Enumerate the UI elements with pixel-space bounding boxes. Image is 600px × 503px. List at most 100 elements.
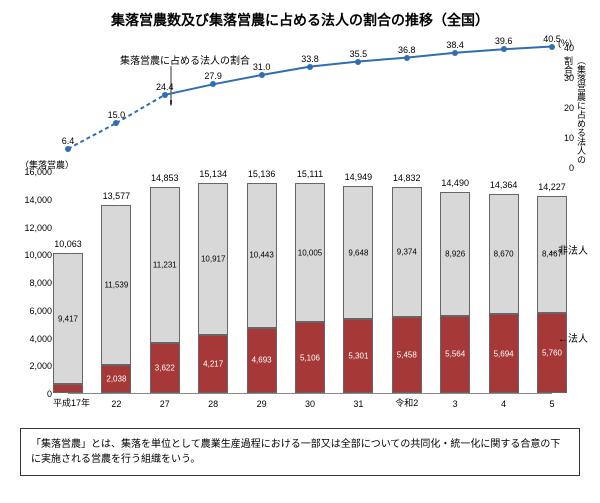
seg-hojin: 4,693 [247, 328, 277, 393]
bar-total-label: 15,136 [247, 169, 277, 179]
line-point [65, 146, 71, 152]
bar-ytick: 16,000 [20, 167, 52, 177]
seg-hojin: 5,694 [489, 314, 519, 393]
seg-hojin: 646 [53, 384, 83, 393]
line-ytick: 20 [564, 103, 574, 113]
bar-xlabel: 31 [343, 399, 373, 409]
seg-hihojin: 9,417 [53, 253, 83, 384]
seg-hojin: 5,106 [295, 322, 325, 393]
seg-hihojin-label: 10,443 [248, 251, 276, 260]
seg-hihojin: 11,231 [150, 187, 180, 343]
seg-hojin: 2,038 [101, 365, 131, 393]
annot-hihojin: ←非法人 [548, 242, 588, 257]
seg-hojin-label: 5,106 [296, 353, 324, 362]
seg-hihojin-label: 8,926 [441, 249, 469, 258]
seg-hojin-label: 5,564 [441, 350, 469, 359]
bar-ytick: 12,000 [20, 223, 52, 233]
bar-chart: （集落営農） 02,0004,0006,0008,00010,00012,000… [20, 172, 580, 412]
seg-hojin-label: 5,458 [393, 351, 421, 360]
bar-xlabel: 3 [440, 399, 470, 409]
seg-hihojin-label: 9,374 [393, 248, 421, 257]
seg-hojin: 5,760 [537, 313, 567, 393]
bar-total-label: 14,364 [489, 180, 519, 190]
bar-ytick: 2,000 [20, 361, 52, 371]
line-point-label: 36.8 [398, 45, 416, 55]
line-point [113, 120, 119, 126]
line-point [355, 59, 361, 65]
bar-total-label: 13,577 [101, 191, 131, 201]
line-ytick: 40 [564, 43, 574, 53]
line-point-label: 31.0 [253, 62, 271, 72]
chart-area: (%) （集落営農に占める法人の割合） 集落営農に占める法人の割合 010203… [20, 38, 580, 412]
line-point [210, 81, 216, 87]
seg-hihojin-label: 10,005 [296, 248, 324, 257]
line-point [259, 72, 265, 78]
bar-total-label: 14,490 [440, 178, 470, 188]
seg-hihojin-label: 11,539 [102, 280, 130, 289]
seg-hojin: 5,301 [343, 319, 373, 393]
line-ytick: 30 [564, 73, 574, 83]
seg-hojin-label: 2,038 [102, 374, 130, 383]
seg-hihojin-label: 11,231 [151, 260, 179, 269]
annot-hojin: ←法人 [558, 330, 588, 345]
bar-ytick: 6,000 [20, 306, 52, 316]
seg-hojin-label: 3,622 [151, 363, 179, 372]
line-point [307, 64, 313, 70]
bar-xlabel: 30 [295, 399, 325, 409]
bar-xlabel: 平成17年 [53, 396, 83, 409]
line-point-label: 39.6 [495, 36, 513, 46]
seg-hihojin: 10,005 [295, 183, 325, 322]
bar-xlabel: 令和2 [392, 396, 422, 409]
line-point-label: 24.4 [156, 82, 174, 92]
bar-total-label: 14,949 [343, 172, 373, 182]
bar-total-label: 14,832 [392, 173, 422, 183]
seg-hojin-label: 4,217 [199, 359, 227, 368]
chart-title: 集落営農数及び集落営農に占める法人の割合の推移（全国） [20, 10, 580, 30]
seg-hojin: 3,622 [150, 343, 180, 393]
seg-hihojin-label: 10,917 [199, 254, 227, 263]
line-point-label: 6.4 [62, 136, 75, 146]
line-point [452, 50, 458, 56]
seg-hojin: 4,217 [198, 335, 228, 394]
line-point-label: 27.9 [204, 71, 222, 81]
bar-xlabel: 22 [101, 399, 131, 409]
line-point [162, 92, 168, 98]
seg-hojin-label: 5,694 [490, 349, 518, 358]
line-point-label: 38.4 [446, 40, 464, 50]
line-point-label: 33.8 [301, 54, 319, 64]
seg-hihojin-label: 9,417 [54, 314, 82, 323]
bar-xlabel: 27 [150, 399, 180, 409]
bars-area: 6469,41710,063平成17年2,03811,53913,577223,… [68, 172, 552, 394]
seg-hojin-label: 4,693 [248, 356, 276, 365]
seg-hihojin: 11,539 [101, 205, 131, 365]
bar-xlabel: 29 [247, 399, 277, 409]
line-point [501, 46, 507, 52]
line-point [404, 55, 410, 61]
line-ytick: 10 [564, 133, 574, 143]
bar-ytick: 0 [20, 389, 52, 399]
seg-hihojin: 8,926 [440, 192, 470, 316]
note-box: 「集落営農」とは、集落を単位として農業生産過程における一部又は全部についての共同… [20, 428, 580, 476]
bar-ytick: 14,000 [20, 195, 52, 205]
line-point-label: 35.5 [350, 49, 368, 59]
seg-hojin-label: 5,760 [538, 349, 566, 358]
seg-hojin: 5,564 [440, 316, 470, 393]
bar-ytick: 4,000 [20, 334, 52, 344]
seg-hihojin: 10,917 [198, 183, 228, 334]
bar-xlabel: 4 [489, 399, 519, 409]
bar-xlabel: 5 [537, 399, 567, 409]
seg-hihojin: 9,648 [343, 186, 373, 320]
bar-ytick: 8,000 [20, 278, 52, 288]
line-point-label: 15.0 [108, 110, 126, 120]
bar-total-label: 15,134 [198, 169, 228, 179]
seg-hihojin-label: 8,670 [490, 249, 518, 258]
bar-ytick: 10,000 [20, 250, 52, 260]
bar-total-label: 15,111 [295, 169, 325, 179]
bar-xlabel: 28 [198, 399, 228, 409]
seg-hojin: 5,458 [392, 317, 422, 393]
bar-total-label: 14,853 [150, 173, 180, 183]
bar-total-label: 14,227 [537, 182, 567, 192]
line-point [549, 44, 555, 50]
bar-total-label: 10,063 [53, 239, 83, 249]
seg-hihojin: 8,670 [489, 194, 519, 314]
